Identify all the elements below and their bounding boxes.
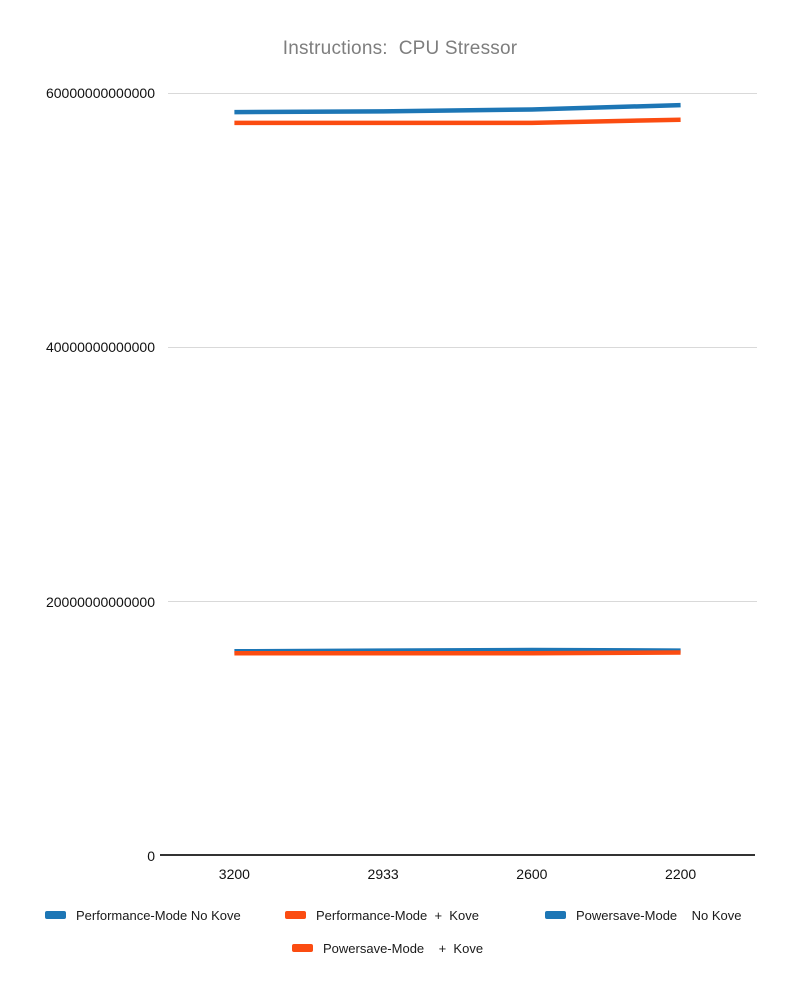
legend-label: Powersave-Mode + Kove (323, 940, 484, 956)
x-tick-label: 2600 (516, 866, 548, 882)
series-line-1[interactable] (234, 117, 681, 126)
x-tick-label: 3200 (218, 866, 250, 882)
y-tick-label: 60000000000000 (45, 85, 155, 101)
y-tick-label: 0 (147, 848, 155, 864)
x-tick-label: 2933 (367, 866, 399, 882)
gridline (168, 92, 757, 94)
y-tick-label: 40000000000000 (45, 339, 155, 356)
legend-swatch-orange (285, 911, 306, 919)
legend-item-powersave-no-kove: Powersave-Mode No Kove (545, 907, 741, 923)
legend-label: Performance-Mode No Kove (76, 907, 241, 923)
series-line-2[interactable] (234, 647, 681, 654)
legend-swatch-blue (45, 911, 66, 919)
x-axis-line (160, 854, 755, 856)
legend-item-powersave-kove: Powersave-Mode + Kove (292, 940, 483, 956)
gridline (168, 346, 757, 348)
series-line-0[interactable] (234, 102, 681, 115)
legend-label: Powersave-Mode No Kove (576, 907, 742, 923)
chart-title: Instructions: CPU Stressor (282, 38, 518, 59)
legend-label: Performance-Mode + Kove (316, 907, 479, 923)
gridline (168, 601, 757, 603)
legend-swatch-blue (545, 911, 566, 919)
legend-item-performance-kove: Performance-Mode + Kove (285, 907, 479, 923)
legend-item-performance-no-kove: Performance-Mode No Kove (45, 907, 241, 923)
y-tick-label: 20000000000000 (45, 593, 155, 610)
x-tick-label: 2200 (665, 866, 697, 882)
legend-swatch-orange (292, 944, 313, 952)
series-line-3[interactable] (234, 650, 681, 656)
